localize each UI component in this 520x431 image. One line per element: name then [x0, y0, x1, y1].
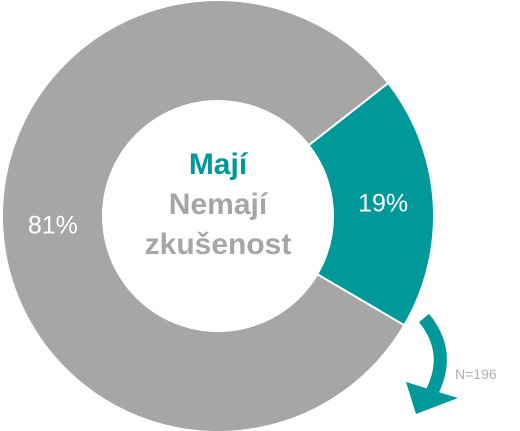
value-label: 81%	[28, 212, 78, 240]
arrow-head	[406, 382, 458, 414]
value-label: 19%	[358, 190, 408, 218]
donut-segment	[307, 81, 435, 327]
legend: Mají Nemají zkušenost	[118, 145, 318, 265]
legend-entry: Mají	[188, 148, 248, 181]
annotation: N=196	[455, 366, 497, 382]
legend-entry: Nemají zkušenost	[144, 188, 292, 261]
arrow	[418, 313, 447, 395]
donut-segment	[1, 0, 406, 431]
